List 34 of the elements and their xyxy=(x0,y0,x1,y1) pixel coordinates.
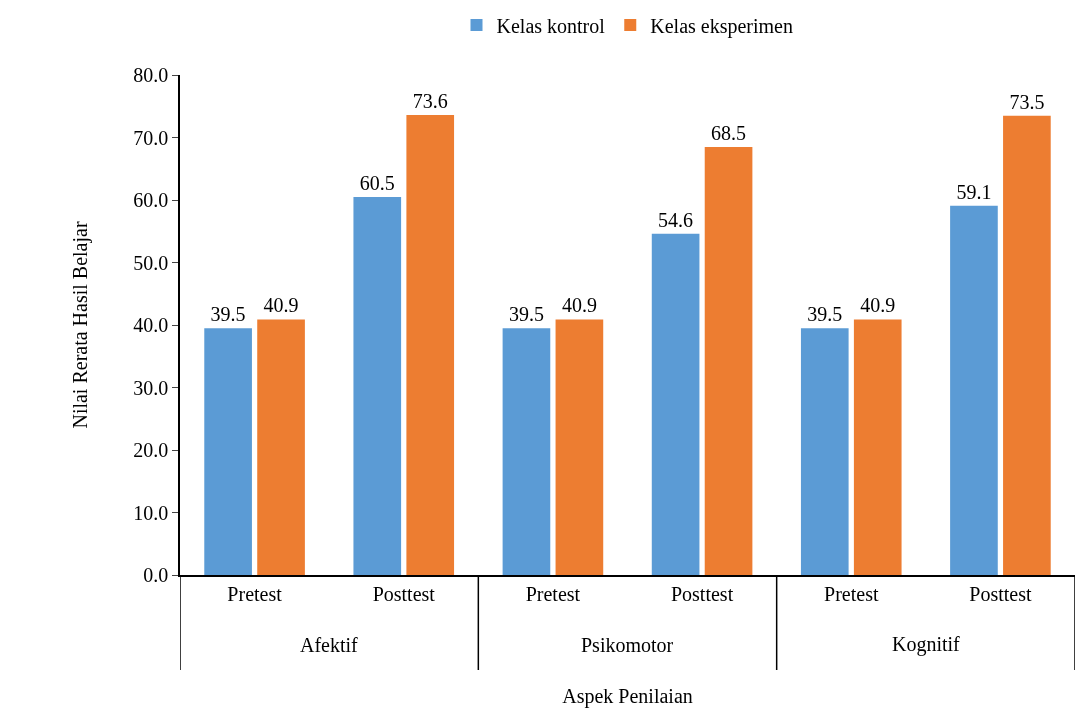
x-tick-label: Posttest xyxy=(372,582,436,605)
data-label: 39.5 xyxy=(508,303,544,326)
data-label: 60.5 xyxy=(359,171,395,194)
y-tick-label: 30.0 xyxy=(133,376,169,399)
x-tick-label: Pretest xyxy=(525,582,581,605)
legend-label: Kelas eksperimen xyxy=(650,14,793,38)
text: Psikomotor xyxy=(581,634,674,656)
x-axis-title: Aspek Penilaian xyxy=(562,684,693,708)
data-label: 73.5 xyxy=(1009,90,1045,113)
text: Afektif xyxy=(300,634,359,656)
data-label: 54.6 xyxy=(658,208,694,231)
y-tick-label: 0.0 xyxy=(143,564,169,586)
data-label: 59.1 xyxy=(956,180,992,203)
data-label: 40.9 xyxy=(860,294,896,317)
y-axis-title: Nilai Rerata Hasil Belajar xyxy=(69,221,93,429)
x-tick-label: Posttest xyxy=(670,582,734,605)
data-label: 40.9 xyxy=(561,294,597,317)
data-label: 40.9 xyxy=(263,294,299,317)
legend-label: Kelas kontrol xyxy=(496,14,606,37)
x-tick-label: Pretest xyxy=(824,582,879,605)
text: Kognitif xyxy=(892,633,961,656)
y-tick-label: 80.0 xyxy=(133,64,169,86)
x-tick-label: Posttest xyxy=(969,582,1032,605)
data-label: 39.5 xyxy=(807,303,843,326)
y-tick-label: 40.0 xyxy=(133,314,169,336)
y-tick-label: 50.0 xyxy=(133,251,169,274)
data-label: 68.5 xyxy=(711,121,747,144)
data-label: 39.5 xyxy=(210,303,246,326)
y-tick-label: 10.0 xyxy=(133,501,169,524)
x-tick-label: Pretest xyxy=(227,582,283,605)
y-tick-label: 70.0 xyxy=(133,126,169,149)
y-tick-label: 20.0 xyxy=(133,439,169,461)
data-label: 73.6 xyxy=(412,90,448,112)
y-tick-label: 60.0 xyxy=(133,189,169,211)
